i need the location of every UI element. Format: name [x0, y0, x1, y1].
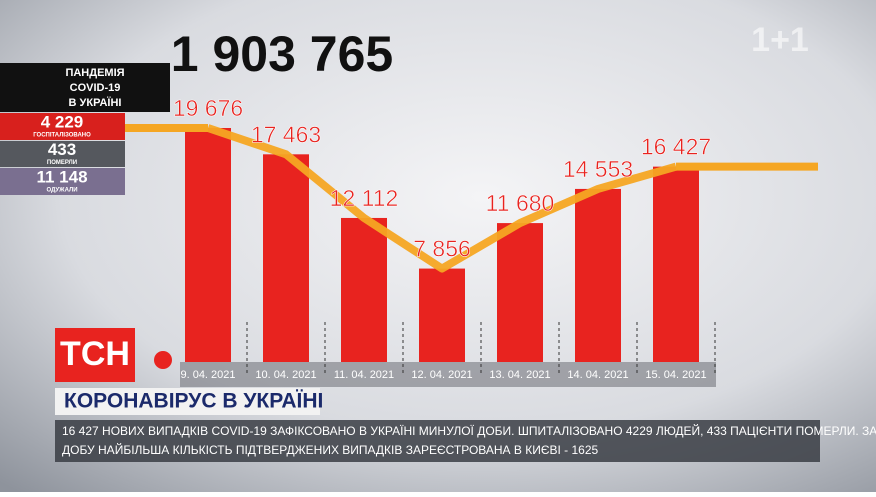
value-label: 19 676 — [173, 95, 243, 121]
x-tick-label: 10. 04. 2021 — [255, 369, 316, 381]
show-logo-box — [55, 328, 135, 382]
value-label: 12 112 — [330, 185, 399, 211]
panel-label: ОДУЖАЛИ — [46, 188, 77, 194]
date-strip — [180, 362, 716, 387]
x-tick-label: 14. 04. 2021 — [567, 369, 628, 381]
value-label: 11 680 — [486, 190, 555, 216]
headline: КОРОНАВІРУС В УКРАЇНІ — [64, 390, 323, 413]
x-tick-label: 11. 04. 2021 — [334, 369, 394, 381]
show-logo: ТСН — [60, 335, 130, 373]
x-tick-label: 12. 04. 2021 — [411, 369, 472, 381]
ticker-box — [55, 420, 820, 462]
bar — [497, 223, 543, 362]
value-label: 16 427 — [641, 134, 711, 160]
ticker-line: 16 427 НОВИХ ВИПАДКІВ COVID-19 ЗАФІКСОВА… — [62, 423, 876, 438]
bar — [653, 166, 699, 362]
panel-title-box — [0, 63, 170, 112]
virus-icon — [154, 351, 172, 369]
panel-value: 433 — [48, 140, 76, 159]
logo: 1+1 — [751, 21, 809, 59]
panel-label: ГОСПІТАЛІЗОВАНО — [33, 133, 91, 139]
panel-row — [0, 141, 125, 167]
bar — [263, 154, 309, 362]
x-tick-label: 9. 04. 2021 — [180, 369, 235, 381]
panel-title: В УКРАЇНІ — [69, 96, 122, 109]
panel-row — [0, 113, 125, 140]
panel-label: ПОМЕРЛИ — [47, 160, 77, 166]
chart: 9. 04. 2021 10. 04. 2021 11. 04. 2021 12. 0… — [125, 95, 818, 381]
x-tick-label: 13. 04. 2021 — [489, 369, 550, 381]
bar — [575, 188, 621, 362]
panel-value: 11 148 — [36, 167, 87, 186]
trend-line — [206, 124, 678, 273]
bar — [185, 128, 231, 362]
value-label: 7 856 — [413, 236, 471, 262]
value-label: 17 463 — [251, 121, 321, 147]
bar — [341, 217, 387, 362]
x-tick-label: 15. 04. 2021 — [645, 369, 706, 381]
headline-box — [55, 388, 320, 415]
panel-row — [0, 168, 125, 195]
stats-panel: ПАНДЕМІЯ COVID-19 В УКРАЇНІ 4 229 ГОСПІТАЛІЗ… — [0, 63, 170, 195]
ticker-line: ДОБУ НАЙБІЛЬША КІЛЬКІСТЬ ПІДТВЕРДЖЕНИХ В… — [62, 442, 598, 457]
bar — [419, 268, 465, 362]
panel-title: ПАНДЕМІЯ — [65, 67, 124, 79]
panel-title: COVID-19 — [70, 82, 121, 94]
total: 1 903 765 — [171, 26, 393, 82]
panel-value: 4 229 — [41, 112, 84, 131]
value-label: 14 553 — [563, 156, 633, 182]
